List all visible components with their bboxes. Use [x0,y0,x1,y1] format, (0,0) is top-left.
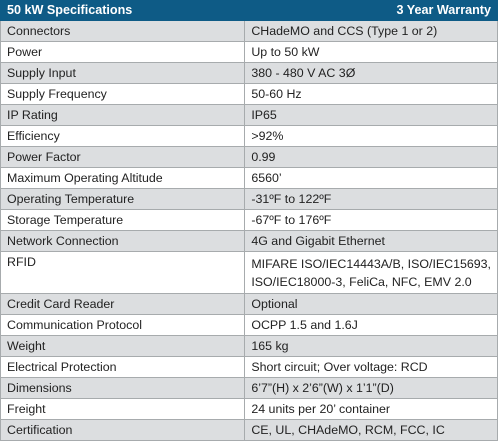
row-value: 6560’ [244,167,498,189]
row-value: 50-60 Hz [244,83,498,105]
table-row: Supply Input 380 - 480 V AC 3Ø [0,62,498,84]
rfid-value-line-2: ISO/IEC18000-3, FeliCa, NFC, EMV 2.0 [251,274,472,289]
row-label: Network Connection [0,230,246,252]
table-row: Network Connection 4G and Gigabit Ethern… [0,230,498,252]
rfid-value-line-1: MIFARE ISO/IEC14443A/B, ISO/IEC15693, [251,256,491,271]
table-row: Certification CE, UL, CHAdeMO, RCM, FCC,… [0,419,498,441]
row-label: Electrical Protection [0,356,246,378]
row-value: 380 - 480 V AC 3Ø [244,62,498,84]
table-row: Connectors CHadeMO and CCS (Type 1 or 2) [0,20,498,42]
row-label: Communication Protocol [0,314,246,336]
table-row: Power Up to 50 kW [0,41,498,63]
row-value: 4G and Gigabit Ethernet [244,230,498,252]
table-row: Power Factor 0.99 [0,146,498,168]
row-label: IP Rating [0,104,246,126]
row-value: 165 kg [244,335,498,357]
row-label: Power Factor [0,146,246,168]
row-label: Weight [0,335,246,357]
row-value: -67ºF to 176ºF [244,209,498,231]
row-value: Up to 50 kW [244,41,498,63]
specifications-title: 50 kW Specifications [7,3,133,17]
table-row: Freight 24 units per 20’ container [0,398,498,420]
row-value: Optional [244,293,498,315]
table-row: Maximum Operating Altitude 6560’ [0,167,498,189]
table-row: Weight 165 kg [0,335,498,357]
row-label: RFID [0,251,246,294]
row-value: 24 units per 20’ container [244,398,498,420]
row-label: Storage Temperature [0,209,246,231]
row-label: Certification [0,419,246,441]
row-label: Efficiency [0,125,246,147]
row-label: Power [0,41,246,63]
row-value: IP65 [244,104,498,126]
row-value: CHadeMO and CCS (Type 1 or 2) [244,20,498,42]
row-label: Supply Frequency [0,83,246,105]
table-header: 50 kW Specifications 3 Year Warranty [0,0,498,21]
row-value: OCPP 1.5 and 1.6J [244,314,498,336]
row-label: Credit Card Reader [0,293,246,315]
row-value: -31ºF to 122ºF [244,188,498,210]
table-row: Supply Frequency 50-60 Hz [0,83,498,105]
table-row: Communication Protocol OCPP 1.5 and 1.6J [0,314,498,336]
row-label: Dimensions [0,377,246,399]
warranty-label: 3 Year Warranty [396,3,491,17]
row-label: Maximum Operating Altitude [0,167,246,189]
row-value: 0.99 [244,146,498,168]
table-row: Efficiency >92% [0,125,498,147]
row-value: MIFARE ISO/IEC14443A/B, ISO/IEC15693, IS… [244,251,498,294]
table-row: Electrical Protection Short circuit; Ove… [0,356,498,378]
table-row: Dimensions 6’7”(H) x 2’6”(W) x 1’1”(D) [0,377,498,399]
row-label: Connectors [0,20,246,42]
row-label: Supply Input [0,62,246,84]
row-label: Freight [0,398,246,420]
table-header-row: 50 kW Specifications 3 Year Warranty [0,0,498,21]
row-label: Operating Temperature [0,188,246,210]
row-value: 6’7”(H) x 2’6”(W) x 1’1”(D) [244,377,498,399]
table-row: Credit Card Reader Optional [0,293,498,315]
table-row: Operating Temperature -31ºF to 122ºF [0,188,498,210]
table-row: IP Rating IP65 [0,104,498,126]
row-value: >92% [244,125,498,147]
row-value: CE, UL, CHAdeMO, RCM, FCC, IC [244,419,498,441]
table-row: RFID MIFARE ISO/IEC14443A/B, ISO/IEC1569… [0,251,498,294]
row-value: Short circuit; Over voltage: RCD [244,356,498,378]
table-row: Storage Temperature -67ºF to 176ºF [0,209,498,231]
